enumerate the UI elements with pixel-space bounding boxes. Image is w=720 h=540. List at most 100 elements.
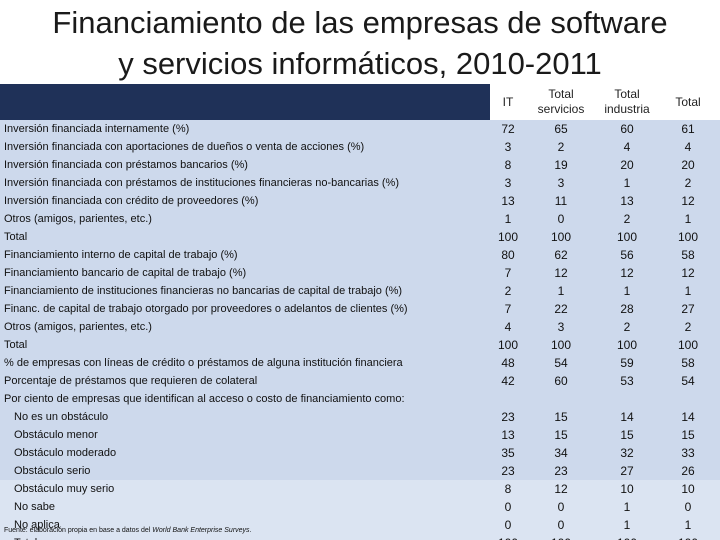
source-prefix: Fuente: elaboración propia en base a dat… bbox=[4, 527, 153, 534]
cell-it: 1 bbox=[504, 212, 512, 226]
cell-total-servicios: 0 bbox=[557, 212, 565, 226]
row-label: Inversión financiada con aportaciones de… bbox=[4, 141, 365, 153]
cell-total-servicios: 2 bbox=[557, 140, 565, 154]
cell-total-industria: 1 bbox=[623, 518, 631, 532]
row-label: Financiamiento interno de capital de tra… bbox=[4, 249, 238, 261]
table-row: Total 100 100 100 100 bbox=[0, 336, 720, 354]
cell-total: 58 bbox=[681, 248, 695, 262]
cell-total-servicios: 34 bbox=[554, 446, 568, 460]
cell-total: 2 bbox=[684, 320, 692, 334]
table-row: Inversión financiada con préstamos de in… bbox=[0, 174, 720, 192]
cell-it: 3 bbox=[504, 140, 512, 154]
cell-it: 2 bbox=[504, 284, 512, 298]
cell-total-industria: 15 bbox=[620, 428, 634, 442]
cell-total-industria: 100 bbox=[616, 230, 638, 244]
row-label: No sabe bbox=[14, 501, 55, 513]
cell-it: 4 bbox=[504, 320, 512, 334]
title-line-1: Financiamiento de las empresas de softwa… bbox=[52, 5, 668, 40]
row-label: Obstáculo menor bbox=[14, 429, 98, 441]
cell-total-industria: 53 bbox=[620, 374, 634, 388]
row-label: No es un obstáculo bbox=[14, 411, 109, 423]
cell-total: 1 bbox=[684, 212, 692, 226]
table-row: Otros (amigos, parientes, etc.) 4 3 2 2 bbox=[0, 318, 720, 336]
cell-total-industria: 100 bbox=[607, 534, 647, 540]
row-label: Financ. de capital de trabajo otorgado p… bbox=[4, 303, 408, 315]
cell-total-industria: 1 bbox=[623, 500, 631, 514]
cell-total: 100 bbox=[677, 230, 699, 244]
cell-total-servicios: 100 bbox=[550, 230, 572, 244]
cell-it: 8 bbox=[504, 482, 512, 496]
row-band bbox=[0, 120, 720, 480]
cell-total-servicios: 3 bbox=[557, 320, 565, 334]
cell-total: 54 bbox=[681, 374, 695, 388]
cell-total-industria: 13 bbox=[620, 194, 634, 208]
cell-total-industria: 20 bbox=[620, 158, 634, 172]
cell-it: 35 bbox=[501, 446, 515, 460]
cell-total: 1 bbox=[684, 518, 692, 532]
cell-total-industria: 32 bbox=[620, 446, 634, 460]
cell-total-industria: 28 bbox=[620, 302, 634, 316]
cell-total: 100 bbox=[677, 338, 699, 352]
cell-total: 2 bbox=[684, 176, 692, 190]
cell-total-industria: 59 bbox=[620, 356, 634, 370]
row-label: Total bbox=[14, 534, 37, 540]
cell-it: 7 bbox=[504, 302, 512, 316]
cell-total: 1 bbox=[684, 284, 692, 298]
column-header-total-servicios: Total servicios bbox=[537, 87, 585, 116]
cell-it: 72 bbox=[501, 122, 515, 136]
cell-total-servicios: 11 bbox=[554, 194, 568, 208]
table-row: No sabe 0 0 1 0 bbox=[0, 498, 720, 516]
cell-total-servicios: 62 bbox=[554, 248, 568, 262]
row-band-lower bbox=[0, 480, 720, 540]
column-header-total: Total bbox=[675, 94, 701, 109]
cell-total-industria: 1 bbox=[623, 176, 631, 190]
page-title: Financiamiento de las empresas de softwa… bbox=[0, 2, 720, 84]
cell-total: 10 bbox=[681, 482, 695, 496]
cell-it: 0 bbox=[504, 500, 512, 514]
cell-total-servicios: 22 bbox=[554, 302, 568, 316]
table-row: No es un obstáculo 23 15 14 14 bbox=[0, 408, 720, 426]
cell-total: 12 bbox=[681, 194, 695, 208]
cell-total-industria: 56 bbox=[620, 248, 634, 262]
row-label: Otros (amigos, parientes, etc.) bbox=[4, 213, 152, 225]
cell-total: 14 bbox=[681, 410, 695, 424]
row-label: Inversión financiada internamente (%) bbox=[4, 123, 190, 135]
cell-it: 48 bbox=[501, 356, 515, 370]
cell-total-servicios: 60 bbox=[554, 374, 568, 388]
row-label: Inversión financiada con préstamos banca… bbox=[4, 159, 248, 171]
row-label: Financiamiento bancario de capital de tr… bbox=[4, 267, 247, 279]
cell-total-servicios: 54 bbox=[554, 356, 568, 370]
cell-total-industria: 2 bbox=[623, 320, 631, 334]
cell-total-servicios: 1 bbox=[557, 284, 565, 298]
row-label: Total bbox=[4, 339, 28, 351]
table-row: Inversión financiada internamente (%) 72 6… bbox=[0, 120, 720, 138]
cell-total-industria: 4 bbox=[623, 140, 631, 154]
cell-total-industria: 10 bbox=[620, 482, 634, 496]
cell-total: 61 bbox=[681, 122, 695, 136]
cell-total: 58 bbox=[681, 356, 695, 370]
cell-it: 42 bbox=[501, 374, 515, 388]
table-row: Inversión financiada con aportaciones de… bbox=[0, 138, 720, 156]
table-row: Porcentaje de préstamos que requieren de… bbox=[0, 372, 720, 390]
table-row: Obstáculo muy serio 8 12 10 10 bbox=[0, 480, 720, 498]
cell-total: 0 bbox=[684, 500, 692, 514]
title-line-2: y servicios informáticos, 2010-2011 bbox=[118, 46, 602, 81]
financing-table: IT Total servicios Total industria Total… bbox=[0, 84, 720, 540]
cell-total-servicios: 0 bbox=[557, 500, 565, 514]
table-row: Inversión financiada con préstamos banca… bbox=[0, 156, 720, 174]
cell-total: 27 bbox=[681, 302, 695, 316]
cell-it: 100 bbox=[497, 230, 519, 244]
cell-total-servicios: 12 bbox=[554, 266, 568, 280]
row-label: Inversión financiada con crédito de prov… bbox=[4, 195, 259, 207]
source-emphasis: World Bank Enterprise Surveys bbox=[152, 527, 250, 534]
header-band bbox=[0, 84, 490, 120]
cell-total: 100 bbox=[668, 534, 708, 540]
table-row: Obstáculo serio 23 23 27 26 bbox=[0, 462, 720, 480]
cell-total: 26 bbox=[681, 464, 695, 478]
cell-it: 100 bbox=[497, 338, 519, 352]
row-label: Inversión financiada con préstamos de in… bbox=[4, 177, 399, 189]
table-row: % de empresas con líneas de crédito o pr… bbox=[0, 354, 720, 372]
column-header-total-industria: Total industria bbox=[604, 87, 650, 116]
cell-total-servicios: 15 bbox=[554, 410, 568, 424]
table-row: Financ. de capital de trabajo otorgado p… bbox=[0, 300, 720, 318]
